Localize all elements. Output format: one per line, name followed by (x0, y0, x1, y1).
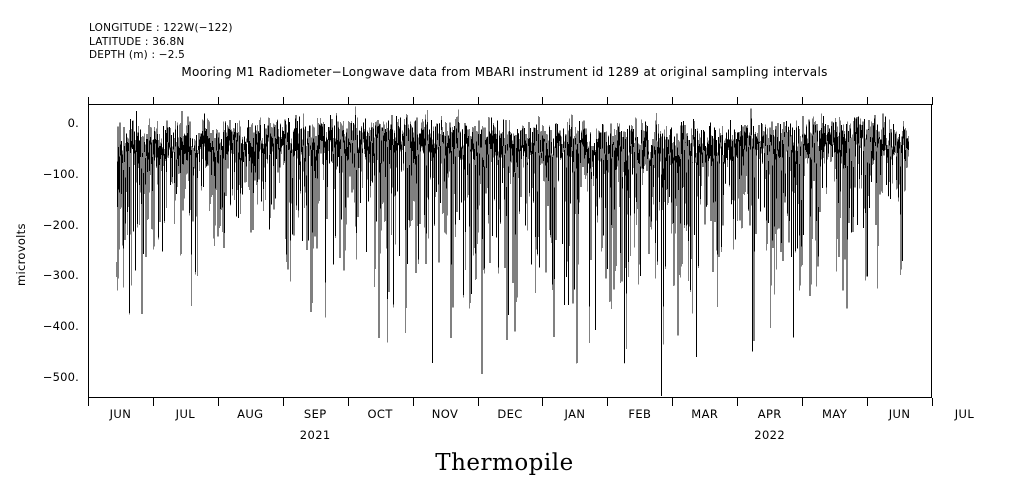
x-tick (282, 398, 284, 406)
x-tick-top (152, 97, 154, 105)
x-tick (607, 398, 609, 406)
thermopile-data-line (116, 106, 910, 397)
x-tick-label: DEC (497, 407, 523, 421)
y-tick-label: −100. (42, 166, 79, 181)
y-tick-label: −200. (42, 217, 79, 232)
x-tick-label: JAN (564, 407, 586, 421)
x-tick-year-boundary (542, 392, 544, 406)
y-tick-label: −400. (42, 319, 79, 334)
x-tick (88, 398, 89, 406)
metadata-latitude: LATITUDE : 36.8N (89, 35, 185, 48)
x-tick-top (282, 97, 284, 105)
metadata-depth: DEPTH (m) : −2.5 (89, 49, 186, 61)
plot-area (88, 104, 932, 398)
station-metadata: LONGITUDE : 122W(−122) LATITUDE : 36.8N … (89, 22, 233, 63)
x-axis-year-label: 2021 (299, 428, 331, 442)
chart-title: Mooring M1 Radiometer−Longwave data from… (181, 65, 828, 79)
plot-clip (89, 105, 931, 397)
x-tick-label: FEB (628, 407, 652, 421)
x-tick (932, 398, 933, 406)
x-tick (867, 398, 869, 406)
x-tick-label: JUN (109, 407, 132, 421)
x-tick-top (412, 97, 414, 105)
x-tick (672, 398, 674, 406)
x-tick-top (672, 97, 674, 105)
y-tick-label: −500. (42, 369, 79, 384)
x-tick-label: JUN (888, 407, 911, 421)
x-tick-top (477, 97, 479, 105)
x-tick-top (217, 97, 219, 105)
x-tick (802, 398, 804, 406)
x-tick-label: APR (757, 407, 782, 421)
x-axis-year-label: 2022 (754, 428, 786, 442)
x-tick-label: OCT (367, 407, 393, 421)
x-tick-top (347, 97, 349, 105)
x-tick-label: MAR (691, 407, 719, 421)
x-tick-label: AUG (237, 407, 264, 421)
x-tick-top (737, 97, 739, 105)
timeseries-trace (116, 106, 910, 397)
metadata-longitude: LONGITUDE : 122W(−122) (89, 22, 233, 34)
x-tick (217, 398, 219, 406)
x-tick-label: MAY (822, 407, 848, 421)
x-tick (152, 398, 154, 406)
figure-caption: Thermopile (435, 450, 574, 476)
x-tick (347, 398, 349, 406)
x-tick-label: NOV (431, 407, 459, 421)
x-tick (477, 398, 479, 406)
y-axis-title: microvolts (14, 223, 28, 287)
x-tick-top (932, 97, 933, 105)
x-tick-label: JUL (175, 407, 196, 421)
x-tick-top (867, 97, 869, 105)
x-tick-label: JUL (954, 407, 975, 421)
x-tick-top (88, 97, 89, 105)
y-tick-label: −300. (42, 268, 79, 283)
y-tick-label: 0. (67, 116, 79, 131)
x-tick-label: SEP (303, 407, 327, 421)
x-tick (737, 398, 739, 406)
x-tick (412, 398, 414, 406)
x-tick-top (802, 97, 804, 105)
x-tick-top (542, 97, 544, 105)
x-tick-top (607, 97, 609, 105)
